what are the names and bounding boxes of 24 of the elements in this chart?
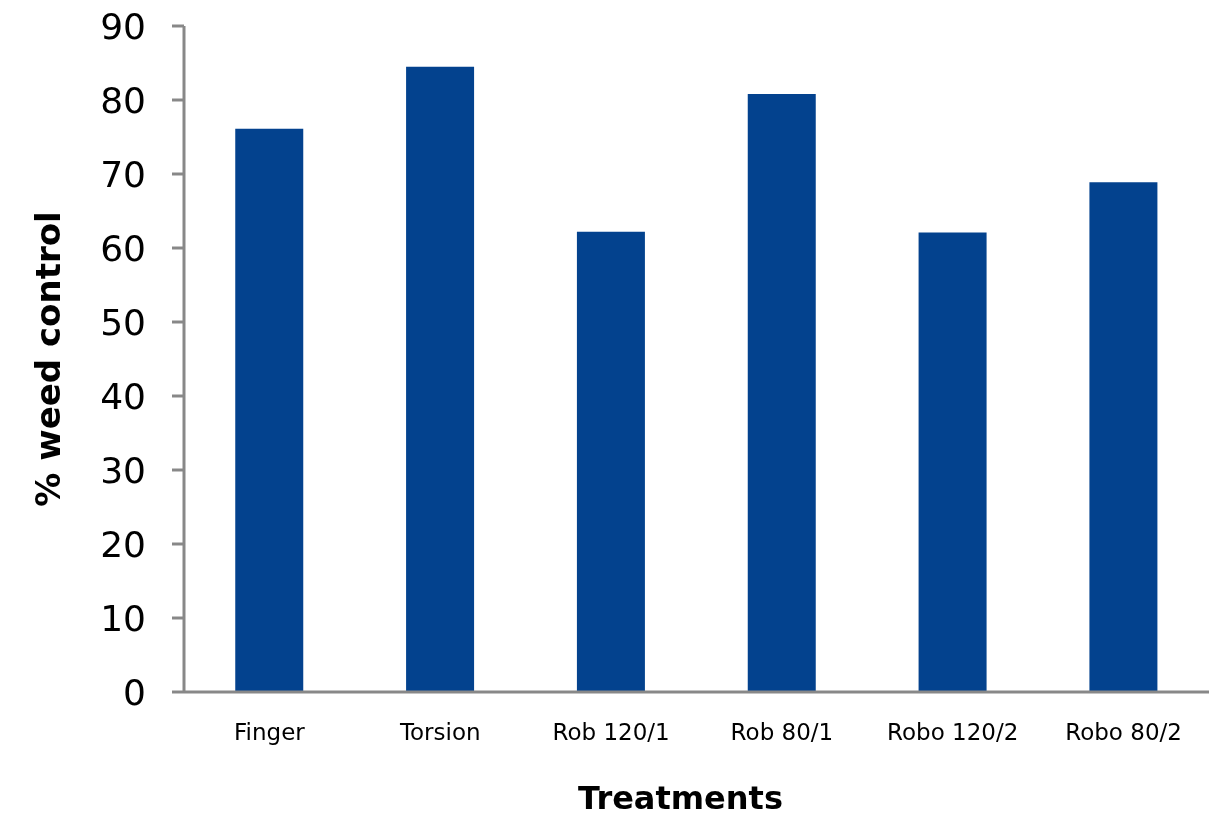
x-tick-label: Rob 120/1 bbox=[552, 719, 670, 746]
y-tick-label: 90 bbox=[100, 5, 146, 47]
x-tick-label: Torsion bbox=[398, 719, 481, 746]
bar bbox=[918, 232, 987, 692]
y-tick-label: 70 bbox=[100, 153, 146, 195]
y-axis-title: % weed control bbox=[28, 211, 68, 507]
x-tick-label: Robo 80/2 bbox=[1065, 719, 1182, 746]
y-tick-label: 0 bbox=[123, 671, 146, 713]
y-tick-label: 20 bbox=[100, 523, 146, 565]
y-tick-label: 40 bbox=[100, 375, 146, 417]
y-tick-label: 50 bbox=[100, 301, 146, 343]
y-tick-label: 30 bbox=[100, 449, 146, 491]
x-tick-label: Rob 80/1 bbox=[730, 719, 834, 746]
bar bbox=[406, 66, 475, 692]
bar bbox=[235, 128, 304, 692]
bar bbox=[576, 231, 645, 692]
y-tick-label: 60 bbox=[100, 227, 146, 269]
x-tick-label: Finger bbox=[234, 719, 306, 746]
bar bbox=[1089, 182, 1158, 692]
y-tick-label: 10 bbox=[100, 597, 146, 639]
x-axis-title: Treatments bbox=[578, 779, 783, 816]
y-tick-label: 80 bbox=[100, 79, 146, 121]
bar bbox=[747, 94, 816, 692]
x-tick-label: Robo 120/2 bbox=[887, 719, 1019, 746]
